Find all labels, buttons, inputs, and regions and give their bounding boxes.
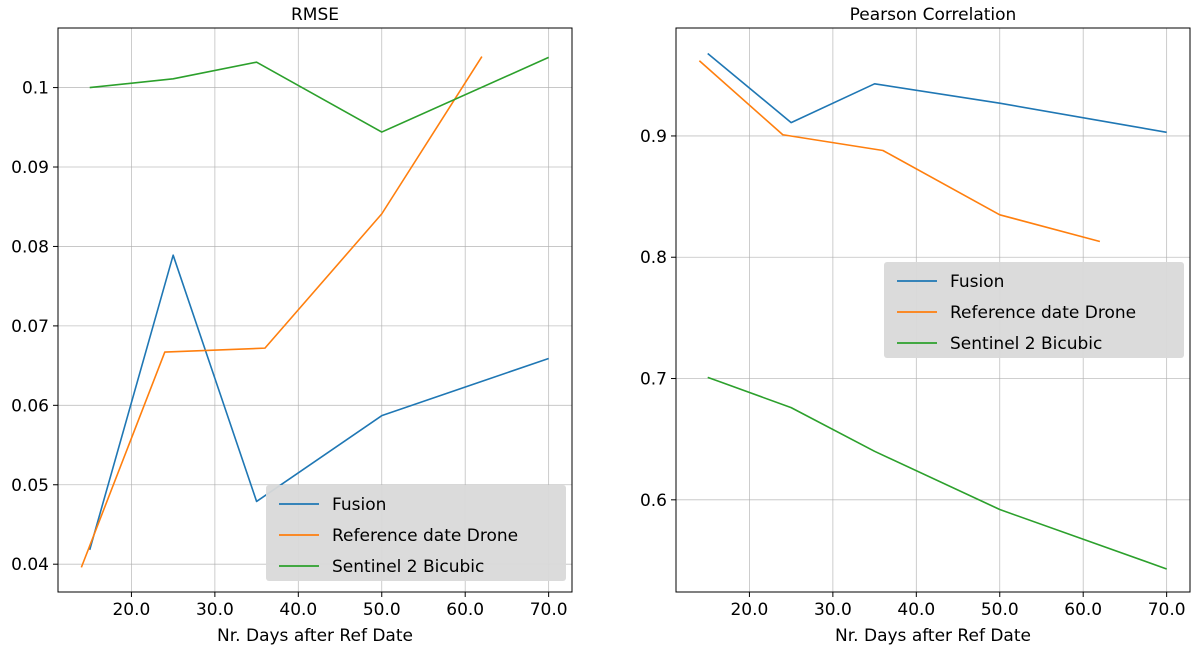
- pearson-plot-frame: [675, 27, 1191, 593]
- rmse-x-axis-label: Nr. Days after Ref Date: [217, 626, 413, 646]
- rmse-y-tick-label: 0.04: [11, 555, 49, 575]
- rmse-legend-label-fusion: Fusion: [332, 495, 386, 515]
- rmse-x-tick-label: 60.0: [446, 600, 484, 620]
- pearson-series: [698, 52, 1167, 570]
- pearson-x-axis-label: Nr. Days after Ref Date: [835, 626, 1031, 646]
- pearson-chart-title: Pearson Correlation: [850, 5, 1017, 25]
- rmse-y-tick-label: 0.09: [11, 158, 49, 178]
- pearson-chart: Pearson Correlation 20.0 30.0 40.0 50.0 60.0…: [640, 5, 1191, 646]
- pearson-legend-label-reference-date-drone: Reference date Drone: [950, 303, 1136, 323]
- pearson-ticks: 20.0 30.0 40.0 50.0 60.0 70.0 0.6 0.7 0.8 0.9: [640, 127, 1186, 620]
- pearson-y-tick-label: 0.8: [640, 248, 667, 268]
- rmse-x-tick-label: 40.0: [279, 600, 317, 620]
- rmse-y-tick-label: 0.1: [22, 79, 49, 99]
- rmse-chart-title: RMSE: [291, 5, 339, 25]
- pearson-series-line-sentinel-2-bicubic: [707, 376, 1167, 570]
- pearson-legend-label-sentinel-2-bicubic: Sentinel 2 Bicubic: [950, 334, 1102, 354]
- rmse-series-line-reference-date-drone: [80, 56, 483, 568]
- pearson-legend-label-fusion: Fusion: [950, 272, 1004, 292]
- pearson-x-tick-label: 50.0: [981, 600, 1019, 620]
- rmse-legend-label-sentinel-2-bicubic: Sentinel 2 Bicubic: [332, 557, 484, 577]
- pearson-x-tick-label: 70.0: [1148, 600, 1186, 620]
- rmse-y-tick-label: 0.06: [11, 396, 49, 416]
- pearson-x-tick-label: 40.0: [897, 600, 935, 620]
- rmse-y-tick-label: 0.08: [11, 237, 49, 257]
- rmse-legend: Fusion Reference date Drone Sentinel 2 Bic…: [266, 485, 566, 581]
- rmse-y-tick-label: 0.07: [11, 317, 49, 337]
- rmse-x-tick-label: 30.0: [196, 600, 234, 620]
- rmse-series-line-sentinel-2-bicubic: [89, 56, 549, 133]
- pearson-y-tick-label: 0.9: [640, 127, 667, 147]
- rmse-series: [80, 56, 549, 568]
- pearson-legend: Fusion Reference date Drone Sentinel 2 Bic…: [884, 262, 1184, 358]
- pearson-x-tick-label: 20.0: [730, 600, 768, 620]
- pearson-series-line-reference-date-drone: [698, 60, 1101, 243]
- pearson-legend-box: [884, 262, 1184, 358]
- pearson-series-line-fusion: [707, 52, 1167, 134]
- rmse-y-tick-label: 0.05: [11, 476, 49, 496]
- rmse-legend-box: [266, 485, 566, 581]
- rmse-ticks: 20.0 30.0 40.0 50.0 60.0 70.0 0.04 0.05 0.06 0.07…: [11, 79, 567, 620]
- rmse-plot-frame: [57, 27, 573, 593]
- rmse-chart: RMSE 20.0 30.0 40.0 50.0 60.0 70.0 0.04 0.05 0.0…: [11, 5, 573, 646]
- rmse-series-line-fusion: [88, 254, 549, 551]
- rmse-x-tick-label: 20.0: [112, 600, 150, 620]
- rmse-x-tick-label: 50.0: [363, 600, 401, 620]
- pearson-x-tick-label: 30.0: [814, 600, 852, 620]
- pearson-y-tick-label: 0.7: [640, 370, 667, 390]
- rmse-legend-label-reference-date-drone: Reference date Drone: [332, 526, 518, 546]
- rmse-x-tick-label: 70.0: [530, 600, 568, 620]
- pearson-x-tick-label: 60.0: [1064, 600, 1102, 620]
- pearson-y-tick-label: 0.6: [640, 491, 667, 511]
